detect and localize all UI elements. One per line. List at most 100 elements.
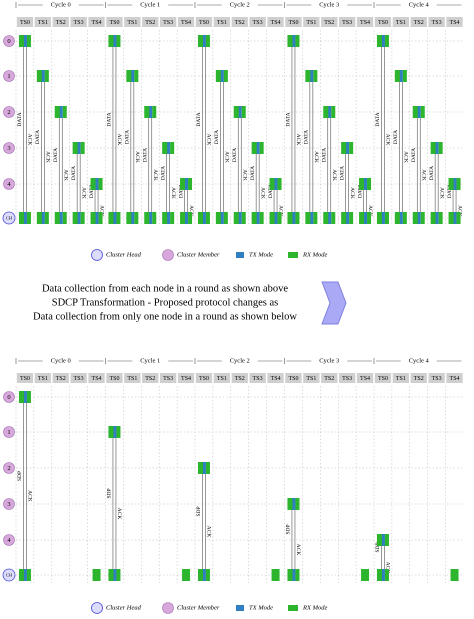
rx-block [26,35,31,47]
rx-block [108,569,114,581]
rx-block [116,35,121,47]
rx-block [90,212,96,224]
link-label: ACK [241,169,247,181]
tx-block [166,212,171,224]
tx-block [380,212,385,224]
rx-block [287,35,293,47]
legend-rx [288,252,298,258]
timeslot-box [124,373,141,383]
rx-block [197,569,203,581]
node-label: 0 [7,38,10,45]
rx-block [269,212,275,224]
tx-block [112,35,117,47]
link-label: DATA [411,148,417,162]
cluster-member [3,498,15,510]
link-label: SDP [107,488,113,498]
tx-block [22,569,27,581]
rx-block [44,212,49,224]
link-label: ACK [206,134,212,146]
node-label: 0 [7,394,10,401]
tx-block [201,569,206,581]
rx-block [18,391,24,403]
tx-block [273,212,278,224]
timeslot-box [410,17,427,27]
timeslot-box [88,373,105,383]
tx-block [219,70,224,82]
timeslot-box [52,17,69,27]
rx-block [305,212,311,224]
rx-block [18,212,24,224]
timeslot-label: TS3 [74,20,84,26]
timeslot-label: TS0 [109,376,119,382]
cycle-label: Cycle 2 [230,357,250,364]
rx-block [180,212,186,224]
link-label: DATA [339,166,345,180]
timeslot-label: TS3 [163,376,173,382]
link-label: DATA [196,112,202,126]
tx-block [291,498,296,510]
timeslot-box [446,17,463,27]
timeslot-box [356,17,374,27]
rx-block [26,212,31,224]
link-label: DATA [107,112,113,126]
timeslot-label: TS1 [127,20,137,26]
rx-block [402,212,407,224]
timeslot-box [34,17,51,27]
timeslot-box [374,373,392,383]
rx-block [170,212,175,224]
legend-label: RX Mode [302,251,327,258]
link-label: ACK [313,151,319,163]
rx-block [384,35,389,47]
link-label: SDP [17,471,23,481]
node-label: 3 [7,501,10,508]
tx-block [94,178,99,190]
cluster-member [3,426,15,438]
link-label: ACK [295,134,301,146]
tx-block [130,212,135,224]
rx-block [349,212,354,224]
tx-block [255,212,260,224]
tx-block [345,212,350,224]
link-label: ACK [27,134,33,146]
legend-head [91,249,103,261]
link-label: ACK [420,169,426,181]
rx-block [205,462,210,474]
link-label: DATA [268,184,274,198]
tx-block [309,70,314,82]
cluster-member [3,106,15,118]
timeslot-label: TS3 [342,376,352,382]
rx-block [420,106,425,118]
rx-block [90,178,96,190]
rx-block [197,212,203,224]
tx-block [452,212,457,224]
link-label: ACK [438,187,444,199]
timeslot-label: TS1 [306,376,316,382]
link-label: ACK [206,526,212,538]
transform-arrow [321,281,347,325]
link-label: ACK [403,151,409,163]
link-label: DATA [125,130,131,144]
link-label: ACK [259,187,265,199]
timeslot-label: TS1 [217,376,227,382]
rx-block [277,212,282,224]
legend-label: Cluster Head [106,251,142,258]
link-label: ACK [98,205,104,217]
timeslot-label: TS4 [181,20,191,26]
rx-block [430,212,436,224]
rx-block [144,106,150,118]
timeslot-box [16,17,34,27]
timeslot-label: TS0 [199,376,209,382]
timeslot-label: TS2 [235,20,245,26]
cluster-member [3,35,15,47]
head-label: CH [6,573,13,578]
head-label: CH [6,216,13,221]
rx-block [271,569,280,581]
timeslot-box [231,373,248,383]
timeslot-box [285,373,302,383]
link-label: ACK [116,134,122,146]
tx-block [327,106,332,118]
timeslot-box [88,17,105,27]
timeslot-label: TS2 [145,376,155,382]
rx-block [44,70,49,82]
timeslot-label: TS3 [342,20,352,26]
